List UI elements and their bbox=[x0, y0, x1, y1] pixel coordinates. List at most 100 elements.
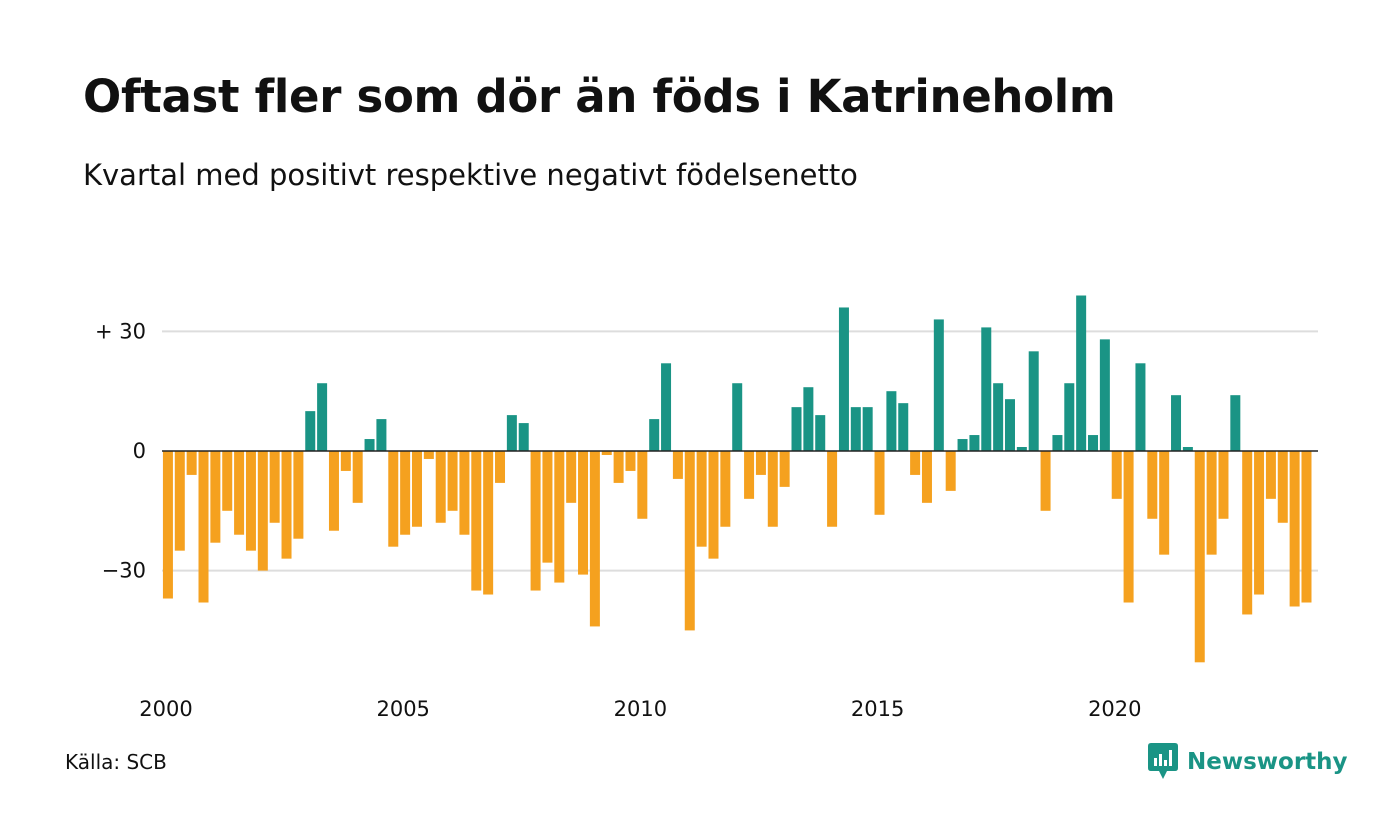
bar-2014K3 bbox=[850, 407, 861, 451]
bar-2017K2 bbox=[981, 327, 992, 451]
bar-2018K3 bbox=[1040, 451, 1051, 511]
bar-2017K3 bbox=[993, 383, 1004, 451]
bar-2002K4 bbox=[293, 451, 304, 539]
bar-2023K1 bbox=[1254, 451, 1265, 595]
bar-2012K3 bbox=[755, 451, 766, 475]
bar-2011K4 bbox=[720, 451, 731, 527]
bar-2008K4 bbox=[578, 451, 589, 575]
bar-2003K3 bbox=[328, 451, 339, 531]
bar-2020K2 bbox=[1123, 451, 1134, 603]
bar-2010K4 bbox=[672, 451, 683, 479]
bar-2002K2 bbox=[269, 451, 280, 523]
bar-2016K2 bbox=[933, 319, 944, 451]
x-tick-label: 2020 bbox=[1088, 697, 1141, 721]
y-tick-label: 0 bbox=[133, 439, 146, 463]
bar-2021K2 bbox=[1171, 395, 1182, 451]
bar-2004K4 bbox=[388, 451, 399, 547]
bar-2004K2 bbox=[364, 439, 375, 451]
bar-2006K4 bbox=[483, 451, 494, 595]
bar-2009K2 bbox=[601, 451, 612, 455]
bar-2023K3 bbox=[1277, 451, 1288, 523]
bar-2009K1 bbox=[589, 451, 600, 627]
bar-2019K2 bbox=[1076, 295, 1087, 451]
bar-2021K3 bbox=[1182, 447, 1193, 451]
bar-2001K2 bbox=[222, 451, 233, 511]
bar-2010K1 bbox=[637, 451, 648, 519]
bar-2024K1 bbox=[1301, 451, 1312, 603]
bar-2013K2 bbox=[791, 407, 802, 451]
bars bbox=[162, 295, 1312, 663]
bar-2002K1 bbox=[257, 451, 268, 571]
bar-2004K1 bbox=[352, 451, 363, 503]
bar-2008K2 bbox=[554, 451, 565, 583]
bar-2019K3 bbox=[1088, 435, 1099, 451]
x-axis-labels: 2000 2005 2010 2015 2020 bbox=[139, 697, 1141, 721]
bar-2008K1 bbox=[542, 451, 553, 563]
x-tick-label: 2005 bbox=[376, 697, 429, 721]
x-tick-label: 2000 bbox=[139, 697, 192, 721]
bar-2000K4 bbox=[198, 451, 209, 603]
bar-2021K1 bbox=[1159, 451, 1170, 555]
bar-2006K3 bbox=[471, 451, 482, 591]
bar-2009K3 bbox=[613, 451, 624, 483]
bar-2013K1 bbox=[779, 451, 790, 487]
bar-2015K4 bbox=[910, 451, 921, 475]
bar-2015K2 bbox=[886, 391, 897, 451]
source-note: Källa: SCB bbox=[65, 750, 167, 774]
y-tick-label: + 30 bbox=[95, 319, 146, 343]
bar-2008K3 bbox=[566, 451, 577, 503]
bar-2012K4 bbox=[767, 451, 778, 527]
bar-2018K1 bbox=[1016, 447, 1027, 451]
bar-2011K2 bbox=[696, 451, 707, 547]
bar-2011K1 bbox=[684, 451, 695, 631]
bar-2005K3 bbox=[423, 451, 434, 459]
bar-2016K3 bbox=[945, 451, 956, 491]
bar-2023K2 bbox=[1265, 451, 1276, 499]
y-tick-label: −30 bbox=[102, 559, 146, 583]
bar-2016K4 bbox=[957, 439, 968, 451]
bar-2011K3 bbox=[708, 451, 719, 559]
bar-2013K4 bbox=[815, 415, 826, 451]
brand-logo: Newsworthy bbox=[1148, 743, 1348, 781]
bar-2007K3 bbox=[518, 423, 529, 451]
bar-2001K4 bbox=[245, 451, 256, 551]
bar-2009K4 bbox=[625, 451, 636, 471]
bar-2012K2 bbox=[744, 451, 755, 499]
x-tick-label: 2010 bbox=[614, 697, 667, 721]
bar-2014K4 bbox=[862, 407, 873, 451]
chart-title: Oftast fler som dör än föds i Katrinehol… bbox=[83, 70, 1116, 123]
bar-2000K2 bbox=[174, 451, 185, 551]
bar-2022K2 bbox=[1218, 451, 1229, 519]
bar-2000K1 bbox=[162, 451, 173, 599]
x-tick-label: 2015 bbox=[851, 697, 904, 721]
bar-2006K2 bbox=[459, 451, 470, 535]
bar-2013K3 bbox=[803, 387, 814, 451]
bar-2014K2 bbox=[838, 307, 849, 451]
bar-2001K1 bbox=[210, 451, 221, 543]
bar-2020K1 bbox=[1111, 451, 1122, 499]
bar-2020K4 bbox=[1147, 451, 1158, 519]
bar-2022K4 bbox=[1242, 451, 1253, 615]
bar-2020K3 bbox=[1135, 363, 1146, 451]
bar-2005K1 bbox=[400, 451, 411, 535]
bar-2016K1 bbox=[921, 451, 932, 503]
bar-2006K1 bbox=[447, 451, 458, 511]
bar-2018K2 bbox=[1028, 351, 1039, 451]
bar-2023K4 bbox=[1289, 451, 1300, 607]
bar-2010K3 bbox=[661, 363, 672, 451]
chart-subtitle: Kvartal med positivt respektive negativt… bbox=[83, 158, 858, 192]
bar-2019K4 bbox=[1099, 339, 1110, 451]
bar-2014K1 bbox=[827, 451, 838, 527]
bar-2004K3 bbox=[376, 419, 387, 451]
bar-2007K1 bbox=[495, 451, 506, 483]
bar-2015K1 bbox=[874, 451, 885, 515]
bar-2017K1 bbox=[969, 435, 980, 451]
bar-2000K3 bbox=[186, 451, 197, 475]
bar-2019K1 bbox=[1064, 383, 1075, 451]
y-axis-labels: + 30 0 −30 bbox=[95, 319, 146, 582]
newsworthy-logo-icon bbox=[1148, 743, 1178, 779]
bar-2022K1 bbox=[1206, 451, 1217, 555]
bar-2003K1 bbox=[305, 411, 316, 451]
bar-2003K4 bbox=[340, 451, 351, 471]
